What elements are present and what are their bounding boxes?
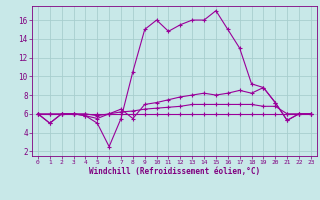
X-axis label: Windchill (Refroidissement éolien,°C): Windchill (Refroidissement éolien,°C) <box>89 167 260 176</box>
